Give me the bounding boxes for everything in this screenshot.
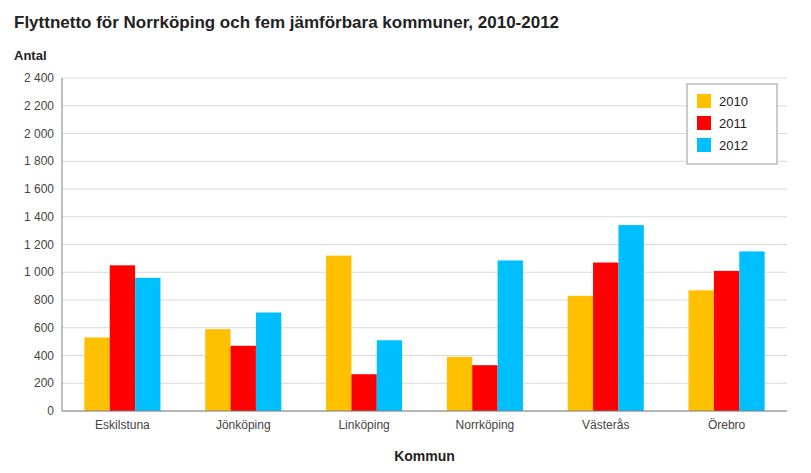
grid-line xyxy=(62,189,787,190)
legend-swatch xyxy=(697,138,711,152)
y-tick-label: 2 400 xyxy=(24,71,54,85)
y-tick-label: 2 000 xyxy=(24,127,54,141)
grid-line xyxy=(62,78,787,79)
bar xyxy=(231,346,256,411)
grid-line xyxy=(62,244,787,245)
x-tick-label: Örebro xyxy=(708,418,746,432)
y-tick-label: 1 200 xyxy=(24,238,54,252)
bar xyxy=(326,256,351,411)
y-tick-label: 600 xyxy=(34,321,54,335)
legend: 2010 2011 2012 xyxy=(687,84,777,164)
bar xyxy=(739,251,764,411)
bar xyxy=(377,340,402,411)
grid-line xyxy=(62,272,787,273)
bar xyxy=(472,365,497,411)
grid-line xyxy=(62,161,787,162)
legend-frame xyxy=(687,84,777,164)
legend-label: 2010 xyxy=(719,94,748,109)
x-axis-label: Kommun xyxy=(394,448,455,464)
y-tick-label: 1 400 xyxy=(24,210,54,224)
grid xyxy=(62,78,787,411)
x-tick-label: Linköping xyxy=(338,418,389,432)
x-axis-line xyxy=(62,411,787,412)
y-tick-label: 0 xyxy=(47,404,54,418)
title: Flyttnetto för Norrköping och fem jämför… xyxy=(14,13,559,32)
bar xyxy=(110,265,135,411)
y-ticks: 0 200 400 600 800 1 000 1 200 1 400 1 600 1 800 2 … xyxy=(24,71,54,418)
bar xyxy=(447,357,472,411)
bar xyxy=(618,225,643,411)
bar xyxy=(351,374,376,411)
bar xyxy=(689,290,714,411)
legend-label: 2012 xyxy=(719,138,748,153)
bar xyxy=(568,296,593,411)
bar xyxy=(714,271,739,411)
bar xyxy=(256,312,281,411)
bar xyxy=(205,329,230,411)
grid-line xyxy=(62,216,787,217)
bar xyxy=(135,278,160,411)
x-ticks: Eskilstuna Jönköping Linköping Norrköping Vä… xyxy=(95,418,746,432)
y-tick-label: 800 xyxy=(34,293,54,307)
legend-swatch xyxy=(697,94,711,108)
x-tick-label: Eskilstuna xyxy=(95,418,150,432)
y-axis-label: Antal xyxy=(14,48,47,63)
grid-line xyxy=(62,383,787,384)
y-tick-label: 200 xyxy=(34,376,54,390)
grid-line xyxy=(62,355,787,356)
chart: Flyttnetto för Norrköping och fem jämför… xyxy=(0,0,811,473)
legend-label: 2011 xyxy=(719,116,747,131)
bar xyxy=(498,260,523,411)
y-tick-label: 1 800 xyxy=(24,154,54,168)
bars xyxy=(84,225,764,411)
y-tick-label: 2 200 xyxy=(24,99,54,113)
x-tick-label: Norrköping xyxy=(456,418,515,432)
grid-line xyxy=(62,105,787,106)
y-tick-label: 1 000 xyxy=(24,265,54,279)
grid-line xyxy=(62,327,787,328)
grid-line xyxy=(62,300,787,301)
x-tick-label: Jönköping xyxy=(216,418,271,432)
y-tick-label: 1 600 xyxy=(24,182,54,196)
x-tick-label: Västerås xyxy=(582,418,629,432)
legend-swatch xyxy=(697,116,711,130)
bar xyxy=(84,337,109,411)
grid-line xyxy=(62,133,787,134)
grid-line xyxy=(62,411,787,412)
bar xyxy=(593,263,618,411)
y-tick-label: 400 xyxy=(34,349,54,363)
y-axis-line xyxy=(62,78,63,411)
